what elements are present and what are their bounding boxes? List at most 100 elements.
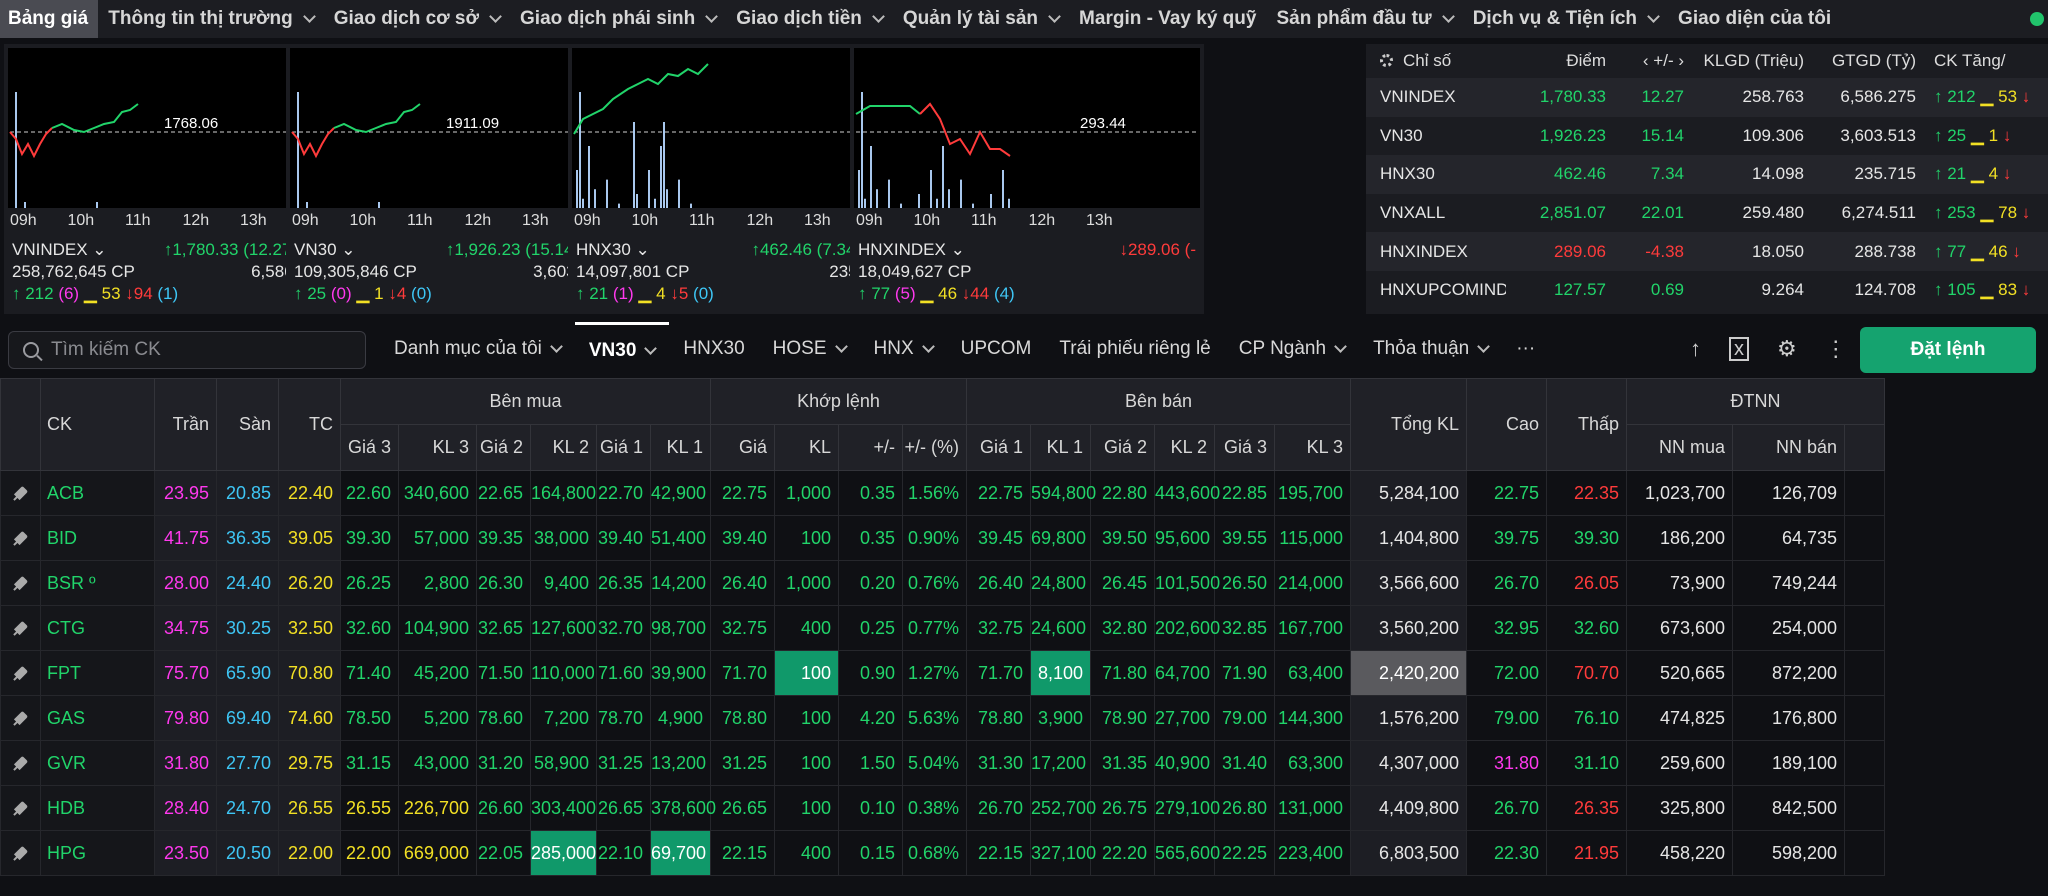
cell-pct[interactable]: 0.38% [902,785,968,831]
symbol-cell[interactable]: HPG [40,830,155,876]
cell-s1[interactable]: 32.75 [966,605,1032,651]
cell-bv2[interactable]: 38,000 [530,515,597,561]
cell-b1[interactable]: 26.65 [596,785,651,831]
cell-bv2[interactable]: 110,000 [530,650,597,696]
cell-bv2[interactable]: 58,900 [530,740,597,786]
cell-b3[interactable]: 22.60 [340,470,399,516]
board-tab-3[interactable]: HOSE [759,322,860,376]
cell-mp[interactable]: 32.75 [710,605,776,651]
cell-mv[interactable]: 400 [774,830,840,876]
cell-pct[interactable]: 1.56% [902,470,968,516]
cell-mv[interactable]: 100 [774,650,840,696]
table-row[interactable]: GVR 31.80 27.70 29.75 31.15 43,000 31.20 58,900… [0,740,1886,786]
pin-row-cell[interactable] [0,740,41,786]
cell-bv3[interactable]: 45,200 [398,650,477,696]
cell-b3[interactable]: 31.15 [340,740,399,786]
settings-gear-icon[interactable]: ⚙ [1777,336,1797,361]
cell-b2[interactable]: 71.50 [476,650,531,696]
export-excel-icon[interactable]: x [1729,337,1749,361]
cell-sv2[interactable]: 202,600 [1154,605,1220,651]
cell-mv[interactable]: 1,000 [774,470,840,516]
settings-gear-icon[interactable] [1380,54,1393,67]
index-name[interactable]: HNX30 ⌄ [576,240,650,259]
table-row[interactable]: HPG 23.50 20.50 22.00 22.00 669,000 22.05 285,0… [0,830,1886,876]
cell-sv3[interactable]: 63,400 [1274,650,1352,696]
stock-search-input[interactable] [51,339,341,361]
symbol-cell[interactable]: BSR º [40,560,155,606]
board-tab-0[interactable]: Danh mục của tôi [380,322,575,376]
nav-item-6[interactable]: Margin - Vay ký quỹ [1069,0,1266,38]
cell-bv1[interactable]: 378,600 [649,785,716,831]
cell-s3[interactable]: 39.55 [1214,515,1276,561]
cell-sv3[interactable]: 195,700 [1274,470,1352,516]
pin-row-cell[interactable] [0,785,41,831]
cell-sv2[interactable]: 64,700 [1154,650,1216,696]
cell-s2[interactable]: 31.35 [1090,740,1156,786]
cell-mv[interactable]: 1,000 [774,560,840,606]
cell-sv3[interactable]: 115,000 [1274,515,1352,561]
index-name[interactable]: VN30 ⌄ [294,240,356,259]
cell-sv1[interactable]: 327,100 [1030,830,1096,876]
cell-mp[interactable]: 39.40 [710,515,776,561]
cell-bv2[interactable]: 9,400 [530,560,597,606]
cell-s1[interactable]: 26.40 [966,560,1032,606]
cell-s3[interactable]: 79.00 [1214,695,1276,741]
cell-s3[interactable]: 71.90 [1214,650,1276,696]
cell-bv1[interactable]: 69,700 [649,830,712,876]
cell-mp[interactable]: 31.25 [710,740,776,786]
table-row[interactable]: HDB 28.40 24.70 26.55 26.55 226,700 26.60 303,4… [0,785,1886,831]
cell-bv2[interactable]: 303,400 [530,785,597,831]
cell-b2[interactable]: 31.20 [476,740,531,786]
cell-bv3[interactable]: 340,600 [398,470,477,516]
cell-s2[interactable]: 32.80 [1090,605,1156,651]
symbol-cell[interactable]: GVR [40,740,155,786]
cell-b2[interactable]: 22.05 [476,830,531,876]
cell-s3[interactable]: 32.85 [1214,605,1276,651]
cell-mp[interactable]: 26.40 [710,560,776,606]
cell-sv1[interactable]: 24,800 [1030,560,1092,606]
symbol-cell[interactable]: HDB [40,785,155,831]
cell-sv2[interactable]: 101,500 [1154,560,1220,606]
cell-bv1[interactable]: 39,900 [649,650,712,696]
cell-sv1[interactable]: 3,900 [1030,695,1092,741]
nav-item-1[interactable]: Thông tin thị trường [98,0,324,38]
stock-search-box[interactable] [8,331,366,369]
index-name[interactable]: HNXINDEX ⌄ [858,240,965,259]
cell-bv3[interactable]: 2,800 [398,560,477,606]
board-tab-8[interactable]: Thỏa thuận [1359,322,1502,376]
cell-b1[interactable]: 26.35 [596,560,651,606]
cell-s1[interactable]: 71.70 [966,650,1032,696]
symbol-cell[interactable]: BID [40,515,155,561]
cell-b1[interactable]: 78.70 [596,695,651,741]
cell-bv1[interactable]: 98,700 [649,605,712,651]
nav-item-5[interactable]: Quản lý tài sản [893,0,1069,38]
cell-sv2[interactable]: 443,600 [1154,470,1220,516]
cell-bv3[interactable]: 104,900 [398,605,477,651]
cell-s3[interactable]: 22.25 [1214,830,1276,876]
cell-ch[interactable]: 0.15 [838,830,904,876]
symbol-cell[interactable]: CTG [40,605,155,651]
cell-s2[interactable]: 26.75 [1090,785,1156,831]
board-tab-1[interactable]: VN30 [574,322,670,376]
scroll-top-arrow-icon[interactable]: ↑ [1690,336,1701,361]
cell-bv2[interactable]: 7,200 [530,695,597,741]
cell-mp[interactable]: 22.75 [710,470,776,516]
cell-b3[interactable]: 32.60 [340,605,399,651]
cell-mp[interactable]: 71.70 [710,650,776,696]
cell-b3[interactable]: 71.40 [340,650,399,696]
cell-pct[interactable]: 5.63% [902,695,968,741]
cell-bv1[interactable]: 13,200 [649,740,712,786]
cell-b1[interactable]: 71.60 [596,650,651,696]
cell-bv2[interactable]: 285,000 [530,830,597,876]
board-tab-5[interactable]: UPCOM [947,322,1046,376]
cell-bv2[interactable]: 164,800 [530,470,597,516]
cell-s1[interactable]: 31.30 [966,740,1032,786]
cell-sv2[interactable]: 565,600 [1154,830,1220,876]
cell-ch[interactable]: 0.90 [838,650,904,696]
board-tab-6[interactable]: Trái phiếu riêng lẻ [1045,322,1224,376]
cell-b3[interactable]: 78.50 [340,695,399,741]
cell-b1[interactable]: 31.25 [596,740,651,786]
cell-pct[interactable]: 1.27% [902,650,968,696]
cell-pct[interactable]: 0.76% [902,560,968,606]
